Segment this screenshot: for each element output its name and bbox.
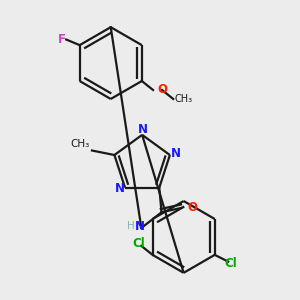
- Text: CH₃: CH₃: [70, 140, 90, 149]
- Text: Cl: Cl: [133, 237, 146, 250]
- Text: O: O: [158, 83, 167, 97]
- Text: H: H: [128, 221, 135, 231]
- Text: Cl: Cl: [224, 257, 237, 270]
- Text: N: N: [135, 220, 145, 233]
- Text: N: N: [170, 147, 181, 161]
- Text: N: N: [114, 182, 124, 195]
- Text: CH₃: CH₃: [174, 94, 193, 104]
- Text: F: F: [58, 33, 66, 46]
- Text: N: N: [138, 123, 148, 136]
- Text: O: O: [187, 201, 197, 214]
